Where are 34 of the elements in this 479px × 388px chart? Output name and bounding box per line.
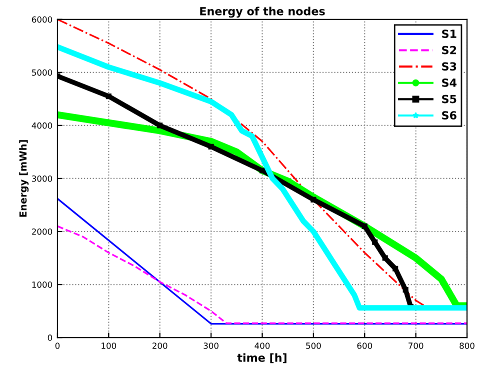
x-tick-label: 400 [254,342,270,349]
point [310,196,316,202]
point [382,255,388,261]
chart-title: Energy of the nodes [200,6,325,18]
x-tick-label: 500 [306,342,321,349]
point [106,94,112,100]
y-tick-label: 5000 [32,69,52,76]
x-tick-label: 700 [408,342,424,349]
line-series [57,225,468,324]
y-tick-label: 6000 [32,16,52,23]
legend-label: S3 [442,62,456,71]
x-axis-title: time [h] [237,353,286,364]
y-tick-label: 3000 [32,175,52,182]
y-tick-label: 4000 [32,122,52,129]
x-tick-label: 300 [204,342,218,349]
legend-label: S1 [442,30,456,38]
x-tick-label: 800 [460,342,474,349]
legend-label: S4 [442,78,457,87]
legend-label: S2 [442,46,456,54]
point [392,266,398,272]
legend-label: S5 [442,94,456,104]
x-tick-label: 600 [357,342,372,349]
y-tick-label: 0 [48,334,52,341]
point [372,239,378,245]
x-tick-label: 0 [55,342,60,349]
x-tick-label: 100 [102,342,116,349]
y-tick-label: 1000 [32,282,52,288]
point [402,287,408,293]
y-tick-label: 2000 [32,228,52,235]
point [157,122,163,128]
x-tick-label: 200 [152,342,168,349]
legend-label: S6 [442,111,456,120]
y-axis-title: Energy [mWh] [19,140,29,217]
point [208,144,214,150]
